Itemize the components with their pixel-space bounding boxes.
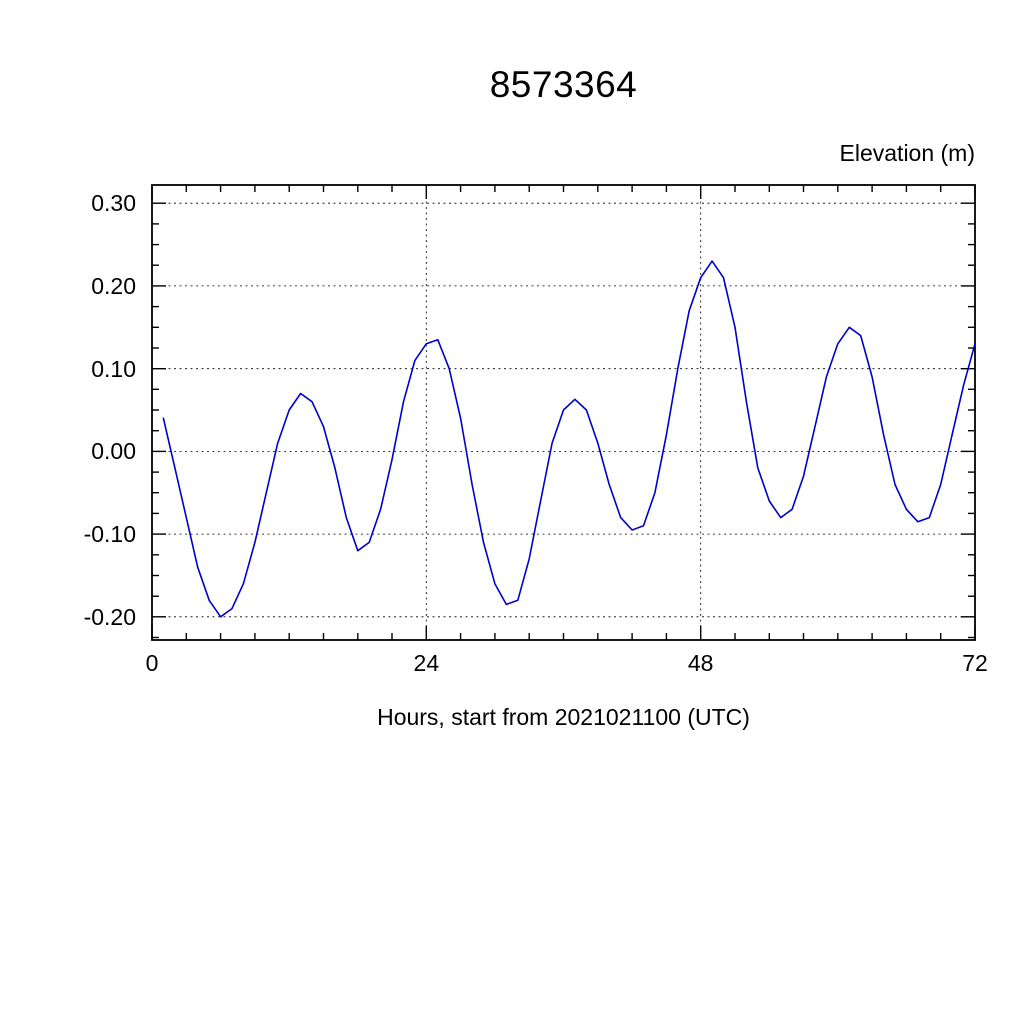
x-tick-label: 0 — [145, 650, 159, 676]
x-tick-label: 48 — [687, 650, 714, 676]
y-tick-label: 0.30 — [91, 190, 136, 217]
y-axis-label: Elevation (m) — [839, 140, 975, 166]
y-tick-label: -0.20 — [83, 603, 136, 630]
x-axis-label: Hours, start from 2021021100 (UTC) — [377, 704, 750, 730]
y-tick-label: 0.20 — [91, 272, 136, 299]
elevation-line — [162, 260, 976, 618]
chart-title: 8573364 — [489, 64, 638, 105]
y-tick-label: 0.10 — [91, 355, 136, 382]
y-tick-label: 0.00 — [91, 438, 136, 465]
x-tick-label: 72 — [962, 650, 988, 676]
x-tick-label: 24 — [413, 650, 440, 676]
y-tick-label: -0.10 — [83, 521, 136, 548]
